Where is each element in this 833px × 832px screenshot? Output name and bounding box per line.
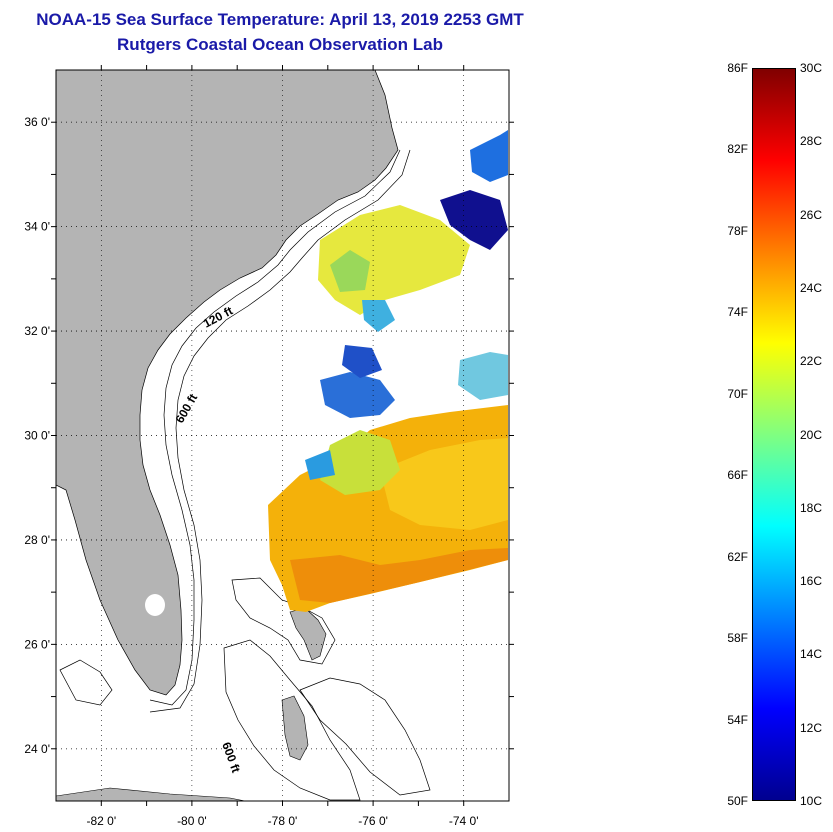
axis-ticks: 36 0' 34 0' 32 0' 30 0' 28 0' 26 0' 24 0' -82 0… [24, 65, 514, 828]
contour-label-600a: 600 ft [172, 391, 200, 425]
lat-tick-label: 24 0' [24, 742, 50, 756]
colorbar-c-label: 24C [800, 280, 823, 295]
lat-tick-label: 26 0' [24, 637, 50, 651]
bathymetry-contours [59, 149, 431, 801]
colorbar-c-label: 16C [800, 574, 823, 589]
colorbar-c-label: 26C [800, 207, 823, 222]
colorbar-c-label: 28C [800, 134, 823, 149]
contour-label-600b: 600 ft [219, 740, 243, 774]
lat-tick-label: 28 0' [24, 533, 50, 547]
sst-swath [268, 130, 508, 612]
colorbar-f-label: 86F [727, 61, 748, 75]
colorbar-f-label: 62F [727, 549, 748, 564]
grand-bahama-land [289, 607, 327, 661]
map-subtitle: Rutgers Coastal Ocean Observation Lab [117, 35, 443, 54]
colorbar-f-label: 82F [727, 142, 748, 157]
colorbar-f-label: 54F [727, 712, 748, 727]
colorbar-c-label: 18C [800, 500, 823, 515]
lat-tick-label: 30 0' [24, 429, 50, 443]
colorbar-c-label: 22C [800, 354, 823, 369]
lat-tick-label: 32 0' [24, 324, 50, 338]
lake-okeechobee [145, 594, 165, 616]
colorbar-f-label: 66F [727, 468, 748, 483]
contour-label-120: 120 ft [201, 304, 235, 331]
colorbar-c-label: 20C [800, 427, 823, 442]
colorbar-f-label: 70F [727, 386, 748, 401]
lat-tick-label: 36 0' [24, 115, 50, 129]
cuba-land [56, 787, 247, 801]
colorbar-c-label: 14C [800, 647, 823, 662]
colorbar-c-label: 10C [800, 794, 823, 808]
lat-tick-label: 34 0' [24, 220, 50, 234]
colorbar-c-label: 12C [800, 720, 823, 735]
colorbar-f-label: 58F [727, 631, 748, 646]
lon-tick-label: -78 0' [268, 814, 298, 828]
lon-tick-label: -82 0' [86, 814, 116, 828]
colorbar-f-label: 74F [727, 305, 748, 320]
temperature-colorbar [752, 68, 796, 801]
colorbar-f-label: 78F [727, 223, 748, 238]
lon-tick-label: -74 0' [449, 814, 479, 828]
colorbar-f-label: 50F [727, 794, 748, 808]
lon-tick-label: -80 0' [177, 814, 207, 828]
map-grid [56, 70, 509, 801]
map-title: NOAA-15 Sea Surface Temperature: April 1… [36, 10, 524, 29]
us-coast-land [56, 70, 399, 696]
colorbar-c-label: 30C [800, 61, 823, 75]
andros-land [281, 695, 309, 761]
lon-tick-label: -76 0' [358, 814, 388, 828]
